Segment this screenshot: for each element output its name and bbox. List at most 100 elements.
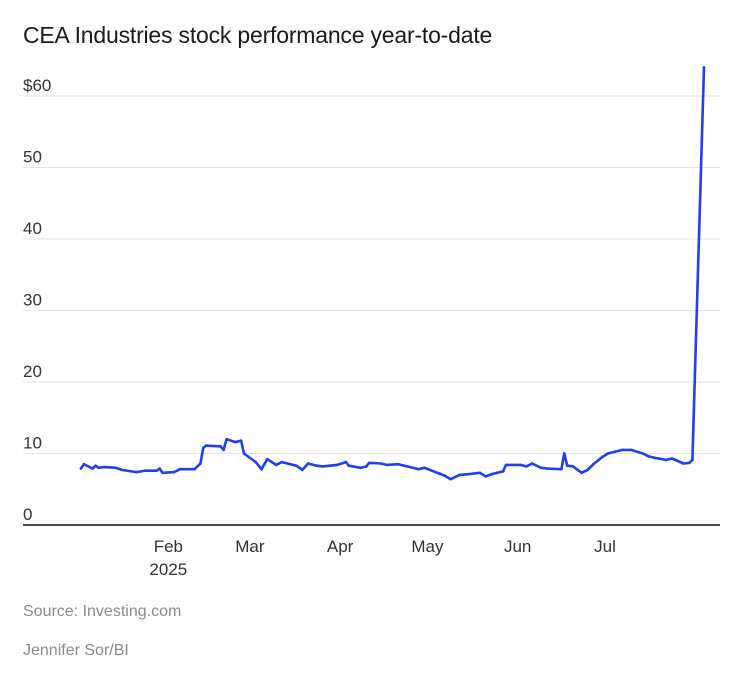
- y-tick-label-60: $60: [23, 76, 51, 95]
- data-point-2025-06-11: [545, 467, 549, 470]
- data-point-2025-02-05: [178, 467, 182, 471]
- data-point-2025-02-24: [234, 440, 237, 444]
- data-point-2025-05-09: [449, 477, 453, 481]
- data-point-2025-07-10: [629, 448, 633, 452]
- data-point-2025-05-05: [437, 472, 441, 475]
- data-point-2025-05-15: [466, 472, 470, 476]
- x-tick-label-jun: Jun: [504, 537, 531, 556]
- data-point-2025-04-21: [397, 462, 400, 466]
- data-point-2025-06-06: [530, 462, 534, 465]
- data-point-2025-03-07: [266, 457, 269, 461]
- data-point-2025-01-21: [135, 470, 138, 474]
- data-points: [79, 66, 706, 481]
- data-point-2025-02-20: [222, 448, 225, 452]
- data-point-2025-05-07: [443, 474, 447, 478]
- data-point-2025-06-23: [580, 471, 583, 475]
- data-point-2025-07-28: [682, 462, 685, 465]
- data-point-2025-03-26: [321, 465, 324, 468]
- data-point-2025-01-03: [82, 462, 86, 466]
- data-point-2025-03-17: [295, 464, 298, 468]
- data-point-2025-04-30: [423, 466, 426, 470]
- data-point-2025-06-30: [600, 455, 604, 459]
- data-point-2025-06-20: [571, 465, 575, 468]
- data-point-2025-02-21: [225, 437, 228, 441]
- data-point-2025-06-25: [586, 468, 589, 472]
- data-point-2025-02-10: [193, 467, 196, 471]
- data-point-2025-02-19: [219, 445, 222, 448]
- data-point-2025-03-19: [301, 468, 304, 472]
- gridlines: [23, 95, 720, 454]
- data-point-2025-03-05: [260, 467, 263, 471]
- chart-title: CEA Industries stock performance year-to…: [23, 22, 493, 48]
- data-point-2025-07-30: [688, 461, 691, 465]
- y-tick-label-0: 0: [23, 505, 32, 524]
- data-point-2025-04-08: [359, 466, 362, 470]
- data-point-2025-02-26: [239, 439, 243, 442]
- data-point-2025-04-15: [379, 462, 383, 465]
- data-point-2025-01-06: [91, 467, 94, 470]
- data-point-2025-07-14: [641, 452, 645, 455]
- data-point-2025-04-24: [405, 465, 409, 468]
- y-tick-label-10: 10: [23, 434, 42, 453]
- x-tick-label-feb: Feb: [154, 537, 183, 556]
- y-tick-label-40: 40: [23, 219, 42, 238]
- data-point-2025-01-29: [158, 467, 161, 470]
- y-tick-label-30: 30: [23, 291, 42, 310]
- data-point-2025-02-12: [199, 462, 202, 465]
- data-point-2025-06-16: [560, 467, 563, 471]
- source-note: Source: Investing.com: [23, 603, 182, 620]
- data-point-2025-04-28: [417, 467, 421, 471]
- data-point-2025-01-14: [114, 466, 118, 470]
- data-point-2025-02-14: [204, 444, 208, 447]
- data-point-2025-05-23: [490, 472, 493, 476]
- line-chart: 0 10 20 30 40 50 $60 Feb 2025 Mar Apr May Jun Jul: [23, 66, 720, 579]
- author-credit: Jennifer Sor/BI: [23, 642, 129, 659]
- data-point-2025-02-13: [202, 446, 205, 450]
- data-point-2025-02-03: [172, 470, 176, 474]
- data-point-2025-03-21: [306, 462, 310, 465]
- data-point-2025-04-11: [367, 461, 371, 465]
- data-point-2025-06-04: [525, 465, 528, 468]
- data-point-2025-06-09: [539, 466, 543, 470]
- x-tick-label-jul: Jul: [594, 537, 616, 556]
- data-point-2025-02-27: [242, 452, 246, 455]
- data-point-2025-01-07: [94, 464, 97, 468]
- data-point-2025-06-17: [563, 452, 566, 455]
- data-point-2025-01-24: [143, 469, 147, 473]
- stock-price-line: [79, 66, 706, 481]
- data-point-2025-07-16: [647, 455, 650, 458]
- data-point-2025-04-04: [347, 464, 351, 468]
- x-tick-sublabel-2025: 2025: [149, 560, 187, 579]
- data-point-2025-01-10: [103, 465, 106, 469]
- data-point-2025-04-03: [344, 460, 348, 464]
- data-point-2025-05-28: [504, 463, 508, 467]
- data-point-2025-06-18: [565, 464, 569, 468]
- data-point-2025-07-31: [691, 458, 694, 462]
- data-point-2025-04-10: [365, 465, 368, 468]
- data-point-2025-07-02: [606, 452, 610, 455]
- data-point-2025-03-10: [274, 463, 278, 467]
- data-point-2025-05-12: [458, 473, 461, 477]
- data-point-2025-01-30: [161, 471, 164, 475]
- data-point-2025-03-03: [254, 460, 257, 464]
- data-point-2025-07-22: [664, 458, 668, 462]
- data-point-2025-03-31: [335, 463, 339, 467]
- data-point-2025-01-28: [155, 469, 158, 473]
- data-point-2025-03-12: [280, 460, 284, 464]
- data-point-2025-05-19: [478, 471, 482, 475]
- data-point-2025-04-17: [385, 463, 389, 467]
- data-point-2025-03-24: [315, 464, 319, 468]
- data-point-2025-07-18: [653, 456, 656, 460]
- x-axis-ticks: Feb 2025 Mar Apr May Jun Jul: [149, 537, 615, 579]
- y-axis-ticks: 0 10 20 30 40 50 $60: [23, 76, 51, 524]
- data-point-2025-05-27: [501, 470, 505, 473]
- data-point-2025-01-08: [97, 466, 100, 470]
- y-tick-label-20: 20: [23, 362, 42, 381]
- data-point-2025-07-24: [670, 457, 674, 460]
- data-point-2025-07-07: [621, 448, 624, 452]
- data-point-2025-08-04: [702, 66, 706, 69]
- data-point-2025-05-21: [484, 475, 488, 478]
- x-tick-label-may: May: [411, 537, 444, 556]
- data-point-2025-06-27: [592, 462, 595, 466]
- x-tick-label-apr: Apr: [327, 537, 354, 556]
